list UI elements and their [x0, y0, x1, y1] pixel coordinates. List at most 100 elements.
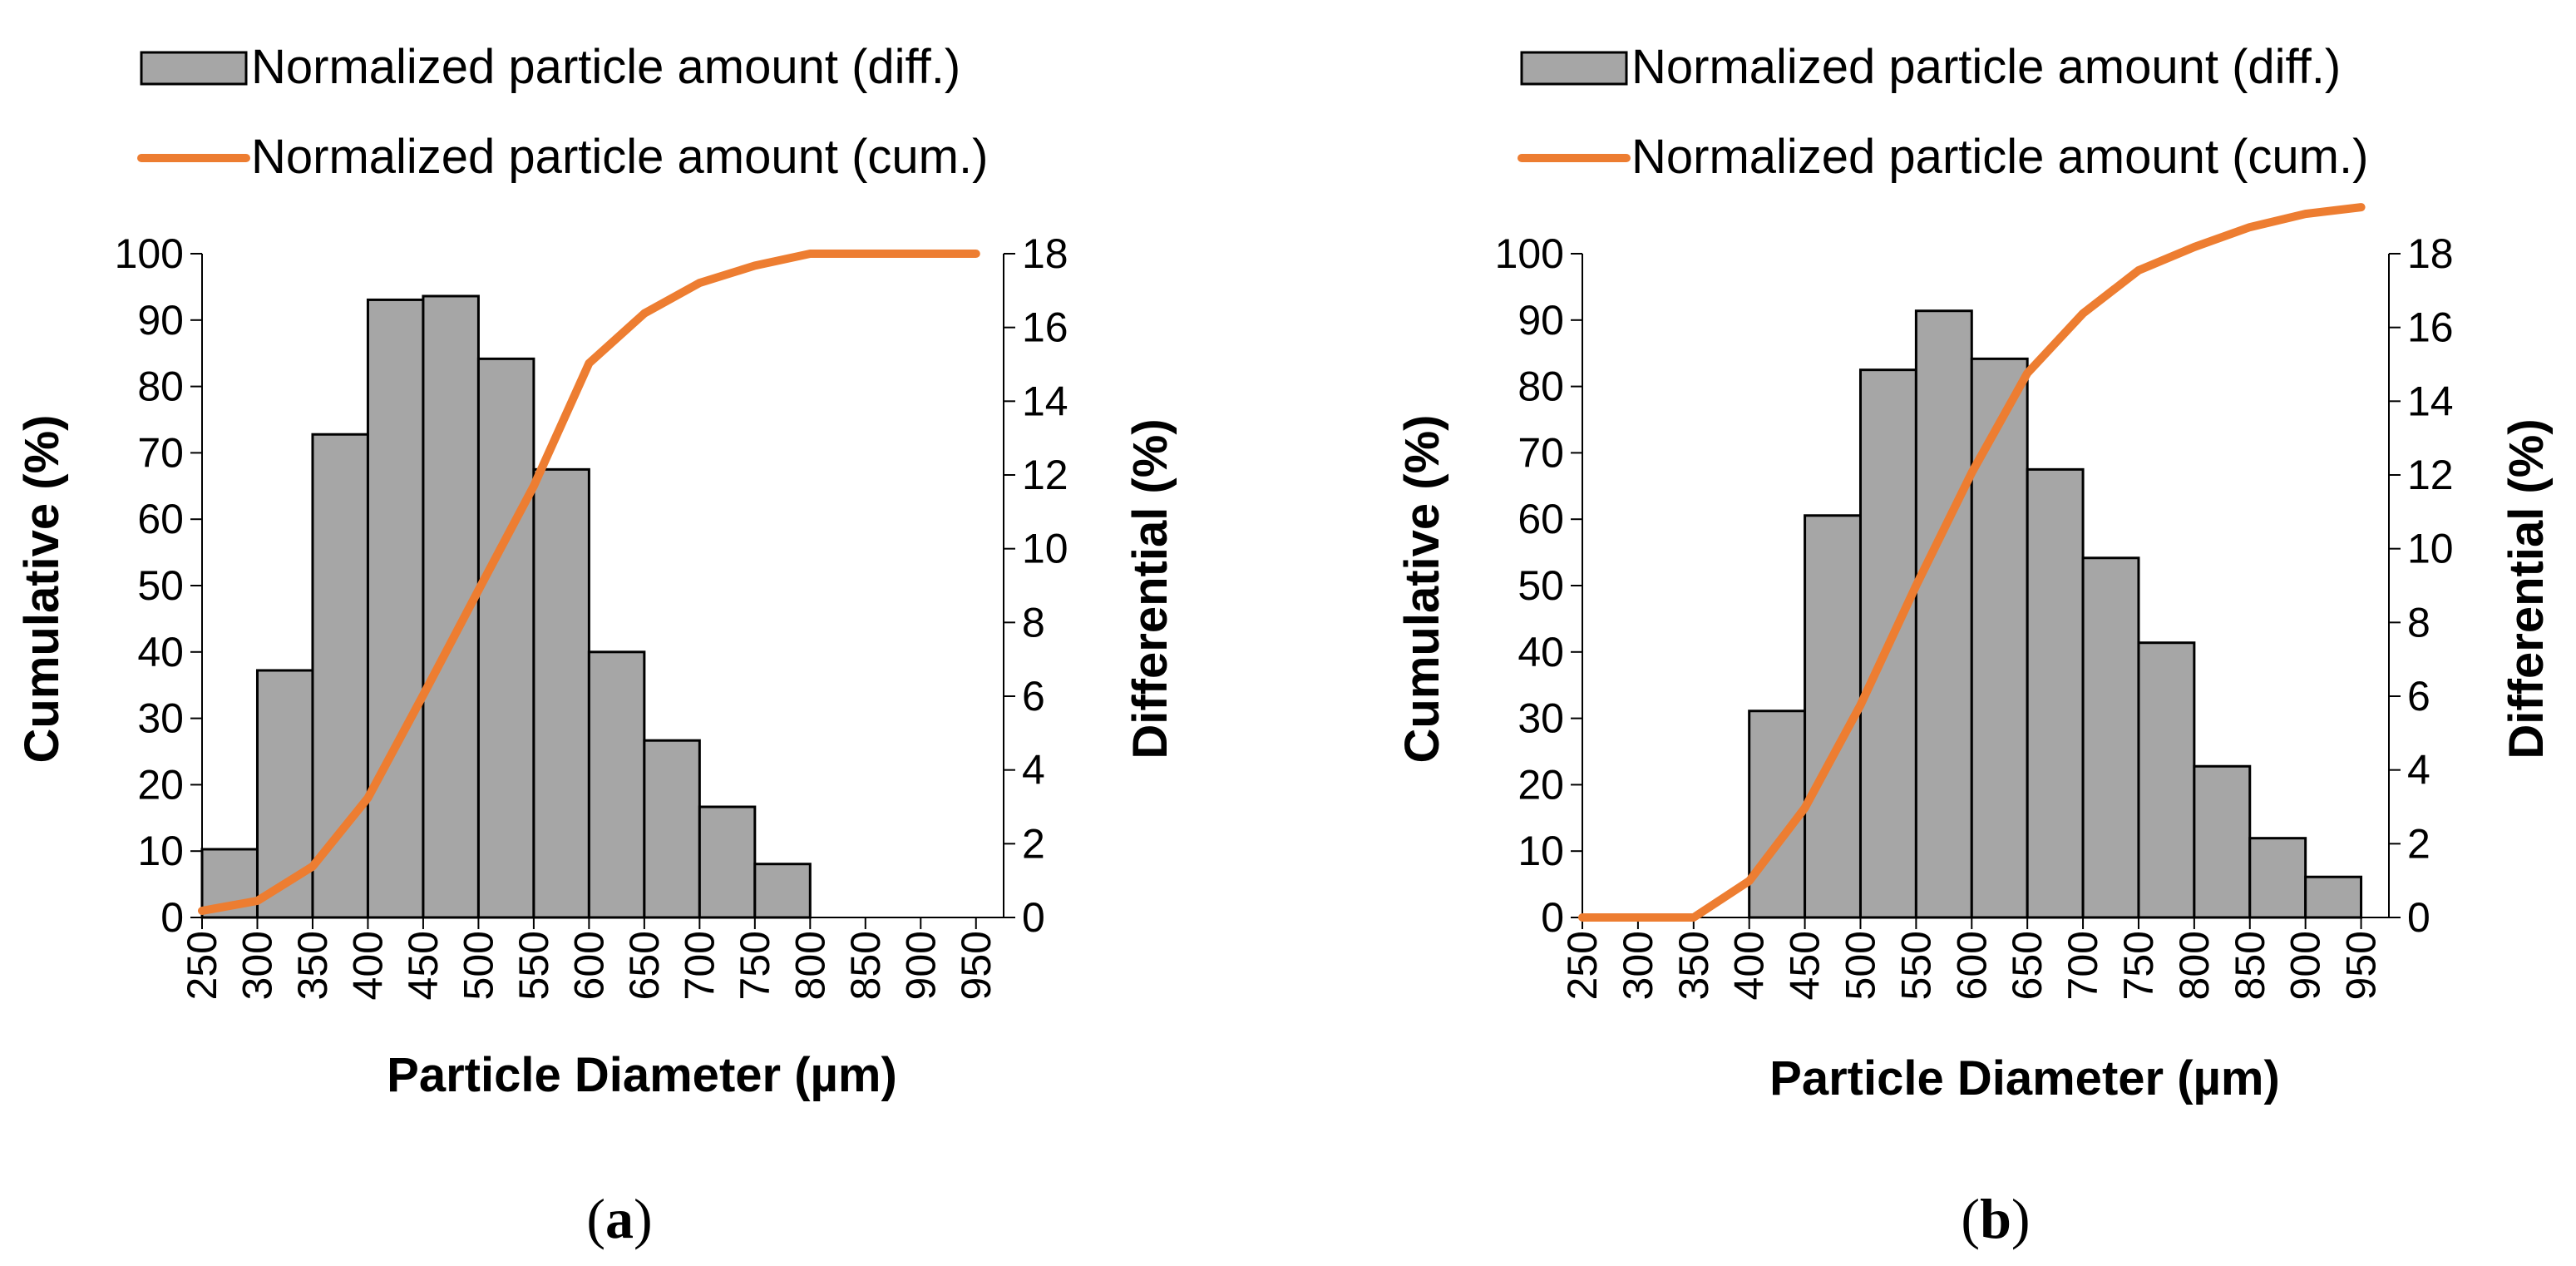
- x-tick-label: 450: [400, 931, 447, 1000]
- legend: Normalized particle amount (diff.) Norma…: [137, 40, 988, 184]
- y-left-tick-label: 80: [1517, 363, 1564, 410]
- chart-panel-b: Normalized particle amount (diff.) Norma…: [1395, 40, 2554, 1250]
- y-right-tick-label: 16: [1022, 304, 1068, 351]
- bar-725: [698, 805, 757, 919]
- y-left-tick-label: 40: [1517, 629, 1564, 675]
- y-left-tick-label: 40: [137, 629, 184, 675]
- y-right-tick-label: 14: [1022, 378, 1068, 424]
- bar-825: [2193, 764, 2252, 919]
- bar-625: [587, 650, 646, 919]
- y-left-tick-label: 90: [137, 297, 184, 344]
- x-tick-label: 500: [1837, 931, 1883, 1000]
- y-left-tick-label: 20: [1517, 761, 1564, 808]
- bar-525: [476, 357, 535, 919]
- y-left-tick-label: 50: [137, 562, 184, 609]
- legend-diff-label: Normalized particle amount (diff.): [251, 40, 960, 94]
- x-tick-label: 300: [234, 931, 280, 1000]
- y-right-tick-label: 8: [2407, 599, 2430, 645]
- x-tick-label: 250: [1559, 931, 1606, 1000]
- chart-panel-a: Normalized particle amount (diff.) Norma…: [15, 40, 1177, 1250]
- x-tick-label: 750: [2115, 931, 2162, 1000]
- y-right-tick-label: 0: [2407, 894, 2430, 941]
- bar-675: [2026, 467, 2085, 919]
- x-tick-label: 400: [344, 931, 391, 1000]
- x-tick-label: 700: [676, 931, 723, 1000]
- legend-cum-label: Normalized particle amount (cum.): [1631, 130, 2368, 184]
- x-tick-label: 800: [787, 931, 833, 1000]
- x-tick-label: 750: [732, 931, 778, 1000]
- y-left-tick-label: 70: [137, 429, 184, 476]
- y-right-tick-label: 4: [2407, 747, 2430, 794]
- x-tick-label: 850: [842, 931, 889, 1000]
- y-left-axis-title: Cumulative (%): [15, 415, 69, 764]
- bar-775: [753, 863, 812, 919]
- y-right-axis-title: Differential (%): [2500, 418, 2554, 759]
- y-right-tick-label: 12: [1022, 452, 1068, 498]
- legend-diff-label: Normalized particle amount (diff.): [1631, 40, 2341, 94]
- legend-cum-label: Normalized particle amount (cum.): [251, 130, 988, 184]
- y-left-tick-label: 60: [1517, 496, 1564, 542]
- x-tick-label: 650: [2004, 931, 2050, 1000]
- y-right-tick-label: 10: [2407, 526, 2454, 572]
- y-left-tick-label: 50: [1517, 562, 1564, 609]
- y-left-tick-label: 100: [1495, 230, 1564, 277]
- cumulative-line: [1578, 203, 2366, 922]
- y-left-tick-label: 20: [137, 761, 184, 808]
- x-tick-label: 550: [511, 931, 557, 1000]
- panel-caption: (b): [1961, 1187, 2030, 1250]
- y-right-tick-label: 16: [2407, 304, 2454, 351]
- legend-diff-swatch: [1520, 51, 1628, 86]
- y-left-tick-label: 10: [137, 828, 184, 874]
- x-tick-label: 450: [1782, 931, 1828, 1000]
- bar-775: [2137, 641, 2196, 919]
- bar-925: [2304, 875, 2363, 919]
- y-right-tick-label: 0: [1022, 894, 1045, 941]
- y-right-tick-label: 6: [1022, 673, 1045, 720]
- y-right-tick-label: 2: [2407, 820, 2430, 867]
- x-tick-label: 350: [289, 931, 336, 1000]
- x-tick-label: 700: [2060, 931, 2106, 1000]
- bar-425: [366, 298, 425, 919]
- y-right-tick-label: 4: [1022, 747, 1045, 794]
- bar-375: [311, 433, 369, 919]
- y-right-tick-label: 18: [1022, 230, 1068, 277]
- x-tick-label: 900: [2282, 931, 2329, 1000]
- x-tick-label: 650: [621, 931, 668, 1000]
- bar-575: [532, 467, 590, 919]
- x-tick-label: 950: [2338, 931, 2385, 1000]
- y-left-tick-label: 0: [160, 894, 184, 941]
- bar-625: [1970, 357, 2029, 919]
- y-right-tick-label: 10: [1022, 526, 1068, 572]
- x-tick-label: 350: [1670, 931, 1717, 1000]
- x-tick-label: 800: [2171, 931, 2218, 1000]
- y-right-tick-label: 14: [2407, 378, 2454, 424]
- x-tick-label: 400: [1726, 931, 1773, 1000]
- y-right-tick-label: 2: [1022, 820, 1045, 867]
- plot-area: 0 10 20 30 40 50 60 70 80 90 100 0 2 4 6 8 10 12 14 16 18 250…: [1495, 203, 2454, 1000]
- bar-675: [643, 739, 701, 919]
- y-right-tick-label: 8: [1022, 599, 1045, 645]
- x-axis-title: Particle Diameter (µm): [387, 1048, 897, 1102]
- x-axis-title: Particle Diameter (µm): [1769, 1051, 2280, 1105]
- bar-725: [2081, 556, 2140, 919]
- panel-caption: (a): [586, 1187, 652, 1250]
- y-right-tick-label: 12: [2407, 452, 2454, 498]
- y-left-tick-label: 80: [137, 363, 184, 410]
- x-tick-label: 600: [565, 931, 612, 1000]
- y-left-tick-label: 30: [137, 695, 184, 742]
- legend-diff-swatch: [140, 51, 248, 86]
- y-left-tick-label: 100: [115, 230, 184, 277]
- x-tick-label: 850: [2227, 931, 2273, 1000]
- y-right-tick-label: 6: [2407, 673, 2430, 720]
- y-left-tick-label: 70: [1517, 429, 1564, 476]
- y-right-tick-label: 18: [2407, 230, 2454, 277]
- cumulative-line: [198, 250, 980, 915]
- legend: Normalized particle amount (diff.) Norma…: [1517, 40, 2368, 184]
- bar-575: [1914, 309, 1973, 919]
- y-left-axis-title: Cumulative (%): [1395, 415, 1449, 764]
- y-left-tick-label: 60: [137, 496, 184, 542]
- plot-area: 0 10 20 30 40 50 60 70 80 90 100 0 2 4 6 8 10 12 14 16 18 250…: [115, 230, 1068, 1000]
- y-left-tick-label: 0: [1541, 894, 1564, 941]
- x-tick-label: 300: [1615, 931, 1661, 1000]
